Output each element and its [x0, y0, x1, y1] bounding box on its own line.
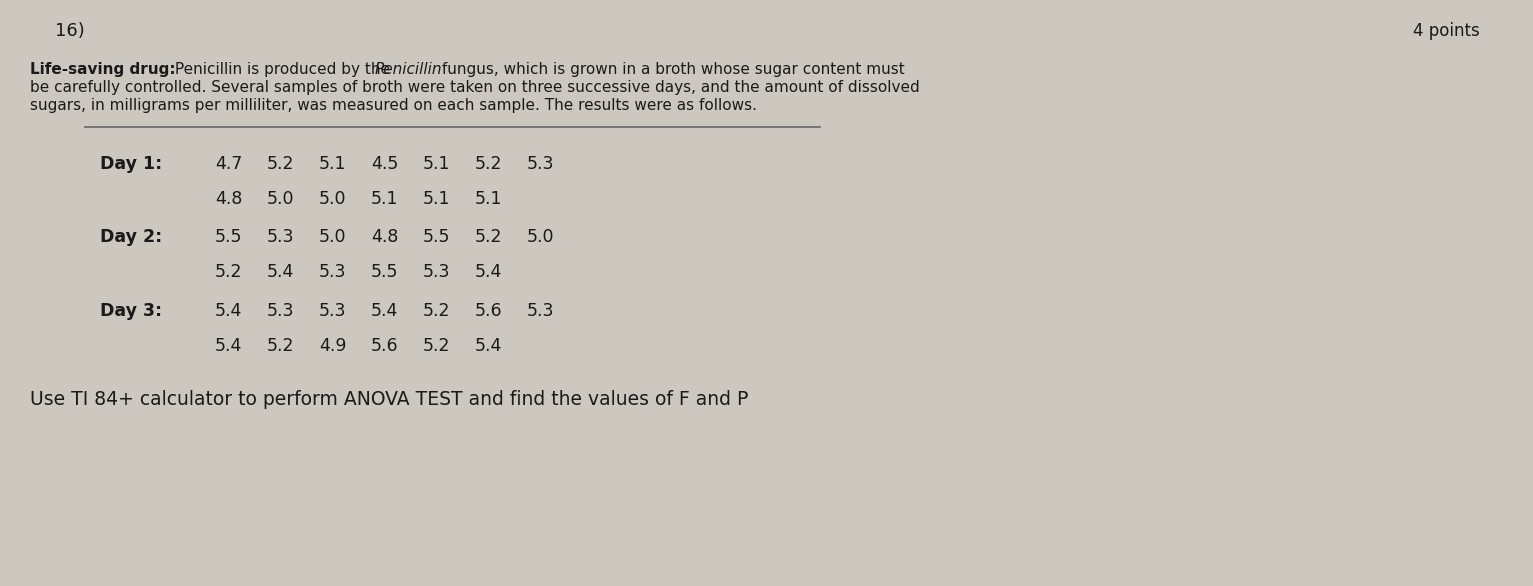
Text: 5.2: 5.2	[267, 337, 294, 355]
Text: 4.5: 4.5	[371, 155, 399, 173]
Text: 5.4: 5.4	[215, 302, 242, 320]
Text: 5.3: 5.3	[527, 302, 555, 320]
Text: 5.1: 5.1	[423, 190, 451, 208]
Text: 5.3: 5.3	[423, 263, 451, 281]
Text: 5.0: 5.0	[319, 228, 346, 246]
Text: 5.4: 5.4	[215, 337, 242, 355]
Text: 5.2: 5.2	[423, 337, 451, 355]
Text: 5.0: 5.0	[267, 190, 294, 208]
Text: 4 points: 4 points	[1413, 22, 1479, 40]
Text: 5.0: 5.0	[527, 228, 555, 246]
Text: 5.3: 5.3	[267, 228, 294, 246]
Text: fungus, which is grown in a broth whose sugar content must: fungus, which is grown in a broth whose …	[437, 62, 904, 77]
Text: Day 3:: Day 3:	[100, 302, 162, 320]
Text: 5.1: 5.1	[371, 190, 399, 208]
Text: 5.3: 5.3	[319, 302, 346, 320]
Text: 5.3: 5.3	[267, 302, 294, 320]
Text: 4.8: 4.8	[371, 228, 399, 246]
Text: 5.2: 5.2	[475, 155, 503, 173]
Text: Day 2:: Day 2:	[100, 228, 162, 246]
Text: 4.8: 4.8	[215, 190, 242, 208]
Text: 5.1: 5.1	[475, 190, 503, 208]
Text: 5.5: 5.5	[215, 228, 242, 246]
Text: 5.2: 5.2	[267, 155, 294, 173]
Text: 5.3: 5.3	[527, 155, 555, 173]
Text: 5.2: 5.2	[423, 302, 451, 320]
Text: 5.6: 5.6	[371, 337, 399, 355]
Text: Penicillin: Penicillin	[376, 62, 443, 77]
Text: 4.9: 4.9	[319, 337, 346, 355]
Text: 5.4: 5.4	[267, 263, 294, 281]
Text: 5.1: 5.1	[423, 155, 451, 173]
Text: 5.5: 5.5	[371, 263, 399, 281]
Text: 5.4: 5.4	[371, 302, 399, 320]
Text: 4.7: 4.7	[215, 155, 242, 173]
Text: be carefully controlled. Several samples of broth were taken on three successive: be carefully controlled. Several samples…	[31, 80, 920, 95]
Text: 5.4: 5.4	[475, 337, 503, 355]
Text: 16): 16)	[55, 22, 84, 40]
Text: Penicillin is produced by the: Penicillin is produced by the	[170, 62, 396, 77]
Text: 5.2: 5.2	[215, 263, 242, 281]
Text: 5.5: 5.5	[423, 228, 451, 246]
Text: Use TI 84+ calculator to perform ANOVA TEST and find the values of F and P: Use TI 84+ calculator to perform ANOVA T…	[31, 390, 748, 409]
Text: Life-saving drug:: Life-saving drug:	[31, 62, 176, 77]
Text: 5.0: 5.0	[319, 190, 346, 208]
Text: 5.4: 5.4	[475, 263, 503, 281]
Text: sugars, in milligrams per milliliter, was measured on each sample. The results w: sugars, in milligrams per milliliter, wa…	[31, 98, 757, 113]
Text: Day 1:: Day 1:	[100, 155, 162, 173]
Text: 5.1: 5.1	[319, 155, 346, 173]
Text: 5.3: 5.3	[319, 263, 346, 281]
Text: 5.2: 5.2	[475, 228, 503, 246]
Text: 5.6: 5.6	[475, 302, 503, 320]
